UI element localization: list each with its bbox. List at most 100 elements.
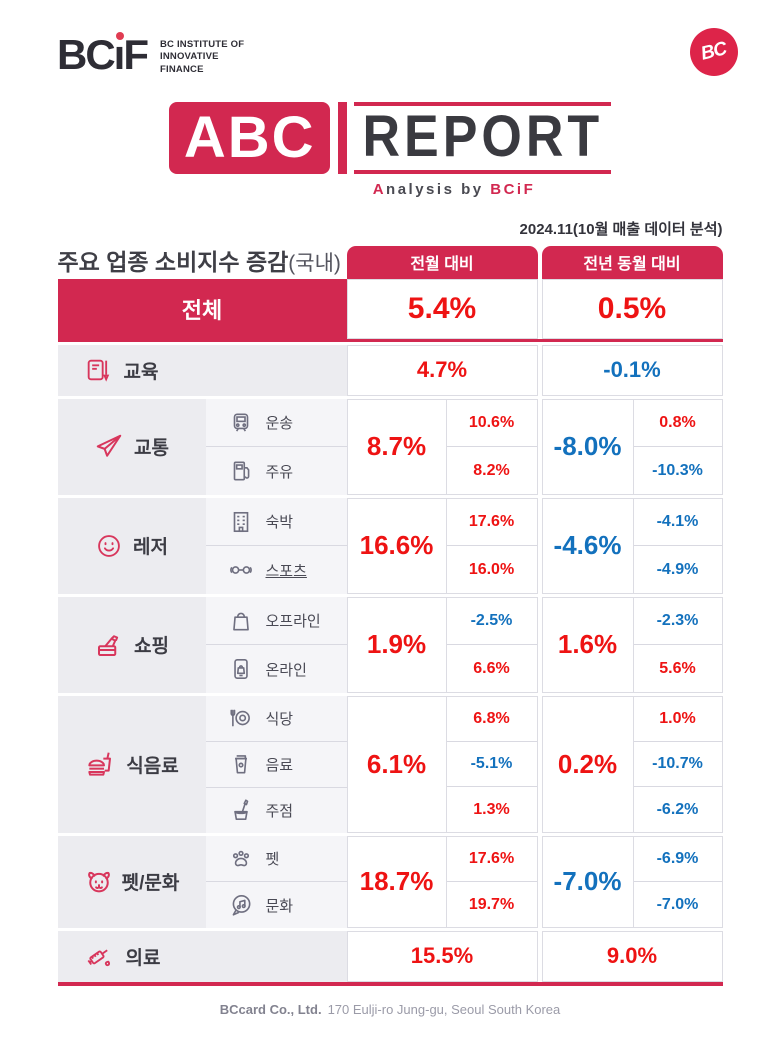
shopping-mom-value: 1.9% (346, 596, 447, 693)
column-divider (537, 278, 542, 339)
subcategory-column: 식당 음료 주점 (205, 695, 347, 833)
total-label: 전체 (57, 278, 347, 339)
logo-subtitle: Analysis by BCiF (372, 180, 536, 198)
subcategory-label: 오프라인 (265, 613, 321, 631)
takeout-cup-icon (228, 751, 254, 777)
subcategory-label: 운송 (265, 415, 294, 433)
card-in-hand-icon (94, 630, 124, 660)
subcategory-row-transit: 운송 (206, 399, 347, 447)
section-transport: 교통 운송 주유 8.7% 10.6% 8.2% -8.0% 0.8% (57, 398, 723, 495)
total-yoy-value: 0.5% (541, 278, 723, 339)
dumbbell-icon (228, 557, 254, 583)
paw-icon (228, 846, 254, 872)
column-divider (537, 398, 542, 495)
category-label: 레저 (133, 537, 168, 559)
footer-address: 170 Eulji-ro Jung-gu, Seoul South Korea (327, 1001, 561, 1017)
total-mom-value: 5.4% (346, 278, 538, 339)
section-medical: 의료 15.5% 9.0% (57, 930, 723, 982)
column-divider (537, 695, 542, 833)
table-header-row: 주요 업종 소비지수 증감 (국내) 전월 대비 전년 동월 대비 (58, 243, 723, 279)
subcategory-label: 온라인 (265, 661, 307, 679)
bottle-bucket-icon (228, 797, 254, 823)
subcategory-row-beverage: 음료 (205, 740, 347, 787)
education-mom-value: 4.7% (346, 344, 538, 396)
subcategory-row-pet: 펫 (206, 836, 347, 882)
total-row: 전체 5.4% 0.5% (57, 278, 723, 339)
hotel-building-icon (228, 509, 254, 535)
section-leisure: 레저 숙박 스포츠 16.6% 17.6% 16.0% -4.6% -4. (57, 497, 723, 594)
subcategory-row-bar: 주점 (205, 786, 347, 833)
subcategory-row-fuel: 주유 (205, 446, 347, 495)
table-title: 주요 업종 소비지수 증감 (국내) (57, 248, 341, 275)
category-label: 의료 (125, 947, 161, 969)
transport-yoy-subvalues: 0.8% -10.3% (633, 398, 723, 495)
subcategory-label: 펫 (265, 851, 280, 869)
food-yoy-value: 0.2% (541, 695, 634, 833)
category-label: 교통 (134, 438, 169, 460)
subcategory-column: 운송 주유 (205, 398, 347, 495)
column-header-yoy: 전년 동월 대비 (541, 245, 723, 279)
shopping-yoy-value: 1.6% (541, 596, 634, 693)
date-note: 2024.11(10월 매출 데이터 분석) (519, 220, 723, 238)
subcategory-row-lodging: 숙박 (206, 498, 347, 546)
subcategory-label: 문화 (265, 897, 294, 915)
transport-mom-subvalues: 10.6% 8.2% (446, 398, 538, 495)
music-bubble-icon (228, 892, 254, 918)
category-label: 교육 (123, 361, 159, 383)
column-divider (537, 497, 542, 594)
category-label: 쇼핑 (134, 636, 169, 658)
column-divider (537, 344, 542, 396)
leisure-mom-value: 16.6% (346, 497, 447, 594)
subcategory-label: 주점 (265, 802, 294, 820)
subcategory-row-offline: 오프라인 (206, 597, 347, 645)
bcif-tagline: BC INSTITUTE OF INNOVATIVE FINANCE (160, 39, 245, 75)
footer-company: BCcard Co., Ltd. (219, 1001, 322, 1017)
subcategory-row-culture: 문화 (205, 881, 347, 928)
abc-report-logo: ABC REPORT Analysis by BCiF (168, 102, 612, 198)
bcif-wordmark: BCıF (57, 31, 149, 78)
food-mom-value: 6.1% (346, 695, 447, 833)
category-cell: 교통 (57, 398, 206, 495)
bcif-i-red-dot: ı (113, 31, 126, 78)
column-divider (537, 835, 542, 928)
column-divider (537, 596, 542, 693)
category-label: 펫/문화 (121, 873, 180, 895)
dog-face-icon (84, 867, 114, 897)
column-header-mom: 전월 대비 (346, 245, 538, 279)
pet-culture-mom-value: 18.7% (346, 835, 447, 928)
airplane-icon (94, 432, 124, 462)
plate-cutlery-icon (228, 705, 254, 731)
abc-logo-box: ABC (168, 102, 331, 174)
column-divider (537, 930, 542, 982)
table-bottom-rule (57, 981, 723, 986)
subcategory-row-restaurant: 식당 (206, 696, 347, 741)
education-notebook-icon (84, 356, 112, 384)
leisure-yoy-value: -4.6% (541, 497, 634, 594)
fuel-pump-icon (228, 458, 254, 484)
smiley-icon (95, 532, 123, 560)
leisure-yoy-subvalues: -4.1% -4.9% (633, 497, 723, 594)
transport-yoy-value: -8.0% (541, 398, 634, 495)
logo-vertical-bar (338, 102, 348, 174)
food-mom-subvalues: 6.8% -5.1% 1.3% (446, 695, 538, 833)
subcategory-column: 숙박 스포츠 (205, 497, 347, 594)
section-pet-culture: 펫/문화 펫 문화 18.7% 17.6% 19.7% -7.0% -6. (57, 835, 723, 928)
medical-mom-value: 15.5% (346, 930, 538, 982)
consumption-index-table: 주요 업종 소비지수 증감 (국내) 전월 대비 전년 동월 대비 전체 5.4%… (57, 243, 723, 986)
subcategory-row-sports: 스포츠 (205, 545, 347, 594)
shopping-bag-icon (228, 608, 254, 634)
burger-drink-icon (84, 748, 116, 780)
shopping-yoy-subvalues: -2.3% 5.6% (633, 596, 723, 693)
mobile-shopping-icon (228, 656, 254, 682)
category-cell: 쇼핑 (57, 596, 206, 693)
subcategory-column: 오프라인 온라인 (205, 596, 347, 693)
category-cell: 식음료 (57, 695, 206, 833)
bc-circle-logo: BC (690, 28, 738, 76)
pet-culture-mom-subvalues: 17.6% 19.7% (446, 835, 538, 928)
subcategory-column: 펫 문화 (205, 835, 347, 928)
subcategory-label: 식당 (265, 710, 294, 728)
syringe-icon (84, 941, 114, 971)
category-label: 식음료 (126, 755, 179, 777)
section-education: 교육 4.7% -0.1% (57, 344, 723, 396)
subcategory-label: 스포츠 (265, 562, 307, 580)
